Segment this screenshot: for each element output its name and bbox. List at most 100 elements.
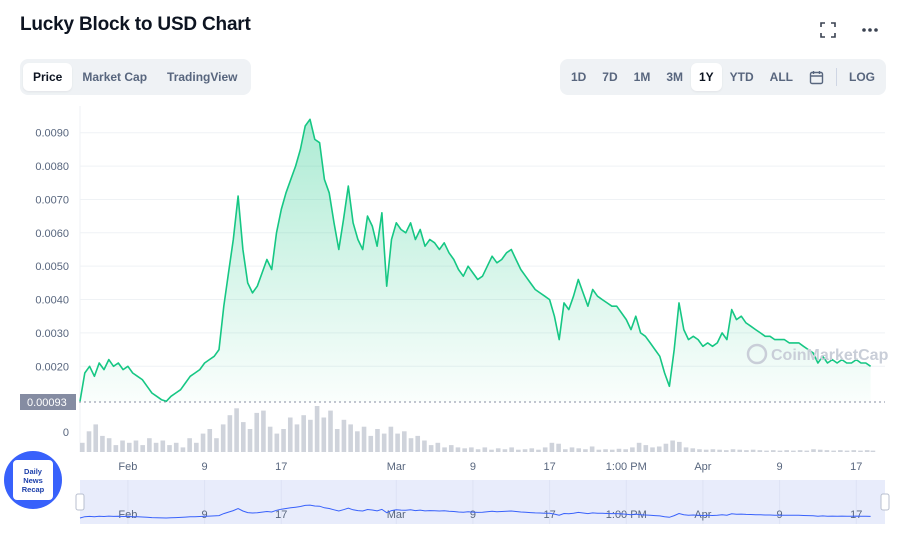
header-actions xyxy=(818,20,880,40)
volume-bar xyxy=(870,450,876,452)
volume-bar xyxy=(831,450,836,452)
range-3m[interactable]: 3M xyxy=(666,70,683,84)
volume-bar xyxy=(777,450,783,452)
volume-bar xyxy=(194,442,199,452)
volume-bar xyxy=(334,429,340,452)
price-area xyxy=(80,119,871,403)
navigator-label: 17 xyxy=(543,509,555,521)
volume-bar xyxy=(817,449,823,452)
range-ytd[interactable]: YTD xyxy=(729,70,754,84)
current-price-label: 0.00093 xyxy=(27,397,67,409)
volume-bar xyxy=(616,448,622,452)
volume-bar xyxy=(160,440,166,452)
view-tabs: Price Market Cap TradingView xyxy=(20,59,251,95)
volume-bar xyxy=(811,449,816,452)
volume-bar xyxy=(321,417,327,452)
log-toggle[interactable]: LOG xyxy=(849,70,875,84)
volume-bar xyxy=(314,406,320,452)
volume-bar xyxy=(173,442,179,452)
volume-bar xyxy=(113,445,119,452)
tab-price[interactable]: Price xyxy=(23,63,73,91)
navigator-handle-left[interactable] xyxy=(75,493,85,511)
volume-bar xyxy=(797,450,803,452)
volume-bar xyxy=(375,429,380,452)
volume-bar xyxy=(710,449,716,452)
navigator-label: Mar xyxy=(387,509,406,521)
news-line-3: Recap xyxy=(21,484,45,494)
navigator-label: 17 xyxy=(275,509,287,521)
range-1y[interactable]: 1Y xyxy=(690,63,722,91)
volume-bar xyxy=(542,447,548,452)
volume-bar xyxy=(858,450,863,452)
volume-bar xyxy=(187,438,192,452)
calendar-icon[interactable] xyxy=(801,63,832,91)
x-tick-label: 9 xyxy=(777,461,783,473)
page-title: Lucky Block to USD Chart xyxy=(20,14,251,35)
volume-bar xyxy=(724,450,729,452)
volume-bar xyxy=(757,450,763,452)
volume-bar xyxy=(220,424,226,452)
volume-bar xyxy=(509,447,514,452)
coinmarketcap-logo-icon xyxy=(746,343,768,365)
volume-bar xyxy=(569,447,575,452)
volume-bar xyxy=(630,447,635,452)
x-tick-label: 17 xyxy=(850,461,862,473)
volume-bar xyxy=(294,424,300,452)
daily-news-recap-badge[interactable]: Daily News Recap xyxy=(4,451,62,509)
volume-bar xyxy=(663,443,669,452)
y-tick-label: 0.0070 xyxy=(35,194,69,206)
volume-bar xyxy=(140,445,145,452)
y-tick-label: 0.0090 xyxy=(35,128,69,140)
volume-bar xyxy=(536,449,541,452)
navigator-label: 9 xyxy=(202,509,208,521)
navigator-handle-right[interactable] xyxy=(880,493,890,511)
price-chart[interactable]: 0.0090 0.0080 0.0070 0.0060 0.0050 0.0040 0.00… xyxy=(0,100,900,534)
volume-bar xyxy=(576,448,582,452)
x-tick-label: 1:00 PM xyxy=(606,461,647,473)
volume-bar xyxy=(475,449,481,452)
range-1m[interactable]: 1M xyxy=(633,70,651,84)
navigator-window[interactable] xyxy=(80,480,885,524)
news-line-2: News xyxy=(23,475,43,485)
y-tick-label: 0.0040 xyxy=(35,295,69,307)
volume-bar xyxy=(207,429,213,452)
volume-bar xyxy=(683,447,689,452)
volume-bar xyxy=(522,449,528,452)
volume-bar xyxy=(214,438,219,452)
volume-bar xyxy=(643,445,649,452)
current-price-box xyxy=(20,394,76,410)
volume-bar xyxy=(851,450,857,452)
range-all[interactable]: ALL xyxy=(769,70,793,84)
news-line-1: Daily xyxy=(24,466,42,476)
volume-bar xyxy=(241,422,246,452)
volume-bar xyxy=(133,440,139,452)
navigator[interactable]: Feb 9 17 Mar 9 17 1:00 PM Apr 9 17 xyxy=(75,480,890,524)
fullscreen-icon[interactable] xyxy=(818,20,838,40)
y-tick-label: 0.0080 xyxy=(35,161,69,173)
range-7d[interactable]: 7D xyxy=(602,70,618,84)
tab-market-cap[interactable]: Market Cap xyxy=(82,70,148,84)
volume-bar xyxy=(395,433,400,452)
volume-bar xyxy=(529,448,535,452)
volume-bar xyxy=(455,447,461,452)
volume-bar xyxy=(563,449,568,452)
volume-bar xyxy=(730,449,736,452)
watermark-text: CoinMarketCap xyxy=(771,347,889,364)
volume-bar xyxy=(86,431,92,452)
current-price-marker: 0.00093 xyxy=(20,394,76,410)
watermark: CoinMarketCap xyxy=(746,343,889,365)
range-1d[interactable]: 1D xyxy=(570,70,587,84)
volume-bar xyxy=(791,450,796,452)
tab-tradingview[interactable]: TradingView xyxy=(167,70,238,84)
y-tick-label: 0.0060 xyxy=(35,228,69,240)
volume-bar xyxy=(93,424,99,452)
x-tick-label: Apr xyxy=(694,461,711,473)
navigator-line xyxy=(79,504,871,519)
volume-bar xyxy=(281,429,286,452)
volume-bar xyxy=(408,438,414,452)
volume-series xyxy=(80,406,876,452)
x-axis: Feb 9 17 Mar 9 17 1:00 PM Apr 9 17 xyxy=(118,461,862,473)
price-line xyxy=(79,118,872,403)
volume-bar xyxy=(770,450,776,452)
more-icon[interactable] xyxy=(860,20,880,40)
